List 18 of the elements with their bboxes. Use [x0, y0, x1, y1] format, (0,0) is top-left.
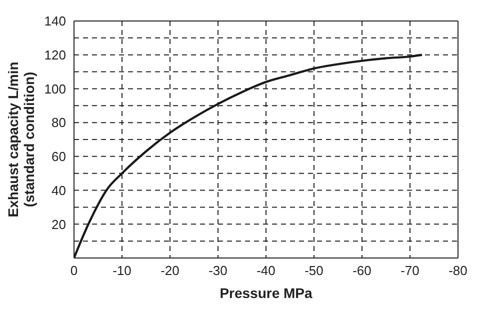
- y-tick-label: 120: [44, 47, 66, 62]
- x-tick-label: -70: [400, 263, 420, 278]
- y-tick-label: 40: [52, 182, 66, 198]
- x-tick-label: -10: [112, 263, 132, 278]
- x-tick-label: 0: [70, 263, 78, 278]
- y-tick-label: 80: [52, 115, 66, 130]
- x-axis-title: Pressure MPa: [220, 285, 313, 301]
- x-tick-label: -60: [352, 263, 372, 278]
- x-tick-label: -30: [208, 263, 228, 278]
- x-tick-label: -50: [304, 263, 324, 278]
- y-tick-label: 20: [52, 216, 66, 232]
- y-tick-label: 60: [52, 149, 66, 164]
- x-tick-label: -80: [448, 263, 468, 278]
- x-tick-label: -40: [256, 263, 276, 278]
- y-tick-label: 140: [44, 14, 66, 29]
- x-tick-label: -20: [160, 263, 180, 278]
- y-tick-label: 100: [44, 81, 66, 96]
- y-axis-title: Exhaust capacity L/min (standard condition): [5, 62, 37, 218]
